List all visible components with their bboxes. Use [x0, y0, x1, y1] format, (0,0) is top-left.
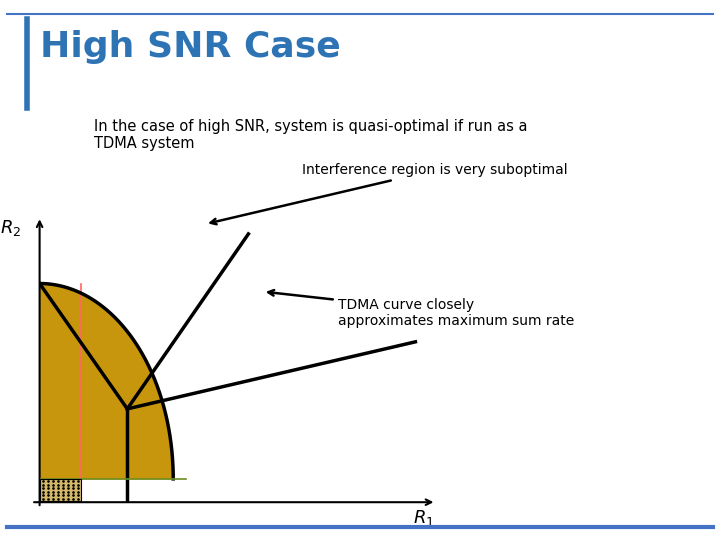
Polygon shape — [40, 284, 174, 479]
Text: Interference region is very suboptimal: Interference region is very suboptimal — [211, 163, 568, 224]
Text: $R_2$: $R_2$ — [0, 218, 21, 238]
Text: $R_1$: $R_1$ — [413, 508, 434, 528]
Text: High SNR Case: High SNR Case — [40, 30, 341, 64]
Text: TDMA curve closely
approximates maximum sum rate: TDMA curve closely approximates maximum … — [269, 290, 575, 328]
Text: In the case of high SNR, system is quasi-optimal if run as a
TDMA system: In the case of high SNR, system is quasi… — [94, 119, 527, 151]
Text: FLoWS: FLoWS — [633, 62, 681, 76]
Bar — [40, 479, 81, 501]
